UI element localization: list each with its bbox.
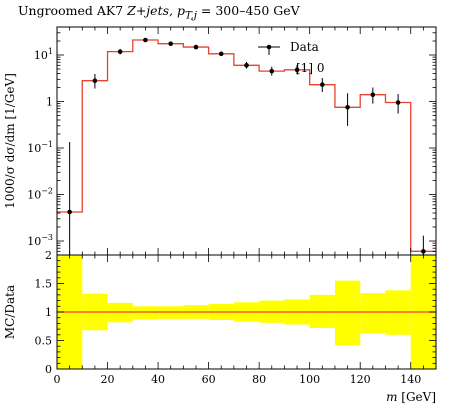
x-tick-label: 60 <box>202 373 216 386</box>
y-tick-label-ratio: 0 <box>45 363 52 376</box>
y-axis-label-main: 1000/σ dσ/dm [1/GeV] <box>3 73 17 209</box>
x-tick-label: 40 <box>151 373 165 386</box>
ratio-band-bin <box>334 280 361 346</box>
data-point <box>117 49 123 54</box>
x-tick-label: 20 <box>101 373 115 386</box>
x-tick-label: 120 <box>350 373 371 386</box>
data-point <box>193 44 199 50</box>
x-tick-label: 80 <box>252 373 266 386</box>
x-tick-label: 140 <box>400 373 421 386</box>
legend-data-label: Data <box>290 40 319 54</box>
legend-mc-label: [1] 0 <box>296 61 324 75</box>
data-point <box>421 249 426 254</box>
data-point <box>244 63 249 68</box>
data-point <box>218 51 224 57</box>
ratio-band-bin <box>360 293 386 334</box>
y-axis-label-ratio: MC/Data <box>3 285 17 339</box>
title-suffix: = 300–450 GeV <box>196 3 300 18</box>
x-tick-label: 0 <box>54 373 61 386</box>
chart-title: Ungroomed AK7 Z+jets, pT,j = 300–450 GeV <box>18 3 300 22</box>
data-point <box>168 41 173 46</box>
mc-histogram-line <box>57 39 436 252</box>
y-tick-label-main: 10−2 <box>27 187 53 202</box>
data-point <box>143 37 148 43</box>
data-point <box>345 105 350 110</box>
data-point <box>269 68 275 74</box>
data-point <box>92 78 98 84</box>
y-tick-label-ratio: 2 <box>45 249 52 262</box>
main-panel-frame <box>56 26 437 256</box>
title-pt-sub: T,j <box>184 9 197 22</box>
title-pt: p <box>176 3 185 18</box>
data-point <box>320 82 325 87</box>
y-tick-label-main: 10−1 <box>27 140 53 155</box>
y-tick-label-ratio: 0.5 <box>35 335 53 348</box>
y-tick-label-main: 101 <box>34 47 53 62</box>
x-tick-label: 100 <box>299 373 320 386</box>
title-zjets: Z+jets, <box>127 3 177 18</box>
y-tick-label-main: 1 <box>46 95 53 108</box>
y-tick-label-main: 10−3 <box>27 233 53 248</box>
data-point <box>370 92 376 98</box>
y-tick-label-ratio: 1.5 <box>35 278 53 291</box>
y-tick-label-ratio: 1 <box>45 306 52 319</box>
data-point <box>395 100 401 105</box>
ratio-band-bin <box>132 306 159 320</box>
data-point <box>294 67 300 73</box>
data-point <box>67 209 72 215</box>
title-prefix: Ungroomed AK7 <box>18 3 128 18</box>
x-axis-label: m [GeV] <box>386 390 436 404</box>
